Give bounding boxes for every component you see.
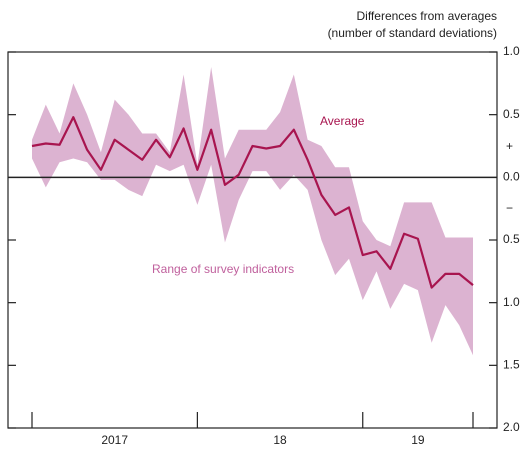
y-tick-label: 1.5 bbox=[503, 358, 520, 372]
y-tick-label: 2.0 bbox=[503, 420, 520, 434]
series-label: Average bbox=[320, 114, 365, 128]
title-line: Differences from averages bbox=[356, 9, 497, 23]
y-tick-label: 0.5 bbox=[503, 232, 520, 246]
x-tick-label: 18 bbox=[273, 433, 287, 447]
x-tick-label: 19 bbox=[411, 433, 425, 447]
y-tick-label: 0.5 bbox=[503, 107, 520, 121]
average-line bbox=[31, 116, 474, 289]
x-tick-label: 2017 bbox=[101, 433, 128, 447]
plus-label: + bbox=[506, 139, 513, 153]
range-band bbox=[32, 67, 473, 356]
y-tick-label: 1.0 bbox=[503, 44, 520, 58]
minus-label: − bbox=[506, 201, 513, 215]
title-line: (number of standard deviations) bbox=[328, 26, 497, 40]
range-label: Range of survey indicators bbox=[152, 262, 294, 276]
y-tick-label: 1.0 bbox=[503, 295, 520, 309]
y-tick-label: 0.0 bbox=[503, 170, 520, 184]
